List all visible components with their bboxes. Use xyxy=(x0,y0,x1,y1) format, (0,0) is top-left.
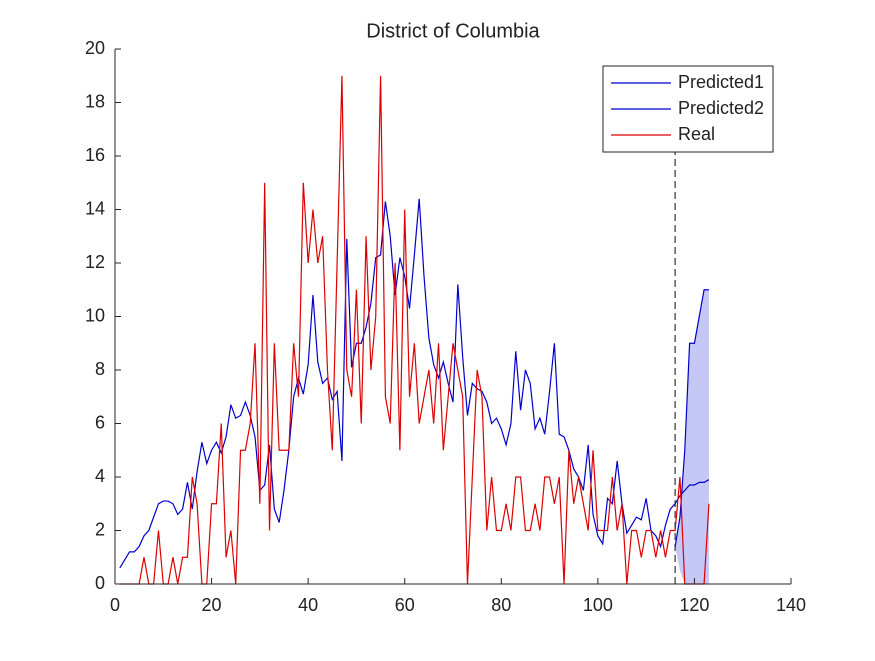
y-tick-label: 14 xyxy=(85,198,105,218)
y-tick-label: 8 xyxy=(95,359,105,379)
legend-label: Predicted2 xyxy=(678,98,764,118)
y-tick-label: 4 xyxy=(95,466,105,486)
y-tick-label: 16 xyxy=(85,145,105,165)
chart-title: District of Columbia xyxy=(366,20,540,42)
y-tick-label: 20 xyxy=(85,38,105,58)
y-tick-label: 6 xyxy=(95,412,105,432)
y-tick-label: 2 xyxy=(95,519,105,539)
y-tick-label: 12 xyxy=(85,252,105,272)
prediction-band xyxy=(675,289,709,584)
y-tick-label: 10 xyxy=(85,305,105,325)
x-tick-label: 60 xyxy=(395,595,415,615)
x-tick-label: 120 xyxy=(679,595,709,615)
x-tick-label: 40 xyxy=(298,595,318,615)
x-tick-label: 0 xyxy=(110,595,120,615)
x-tick-label: 80 xyxy=(491,595,511,615)
data-line xyxy=(119,75,710,585)
x-tick-label: 20 xyxy=(202,595,222,615)
x-tick-label: 100 xyxy=(583,595,613,615)
legend: Predicted1 Predicted2 Real xyxy=(602,65,774,153)
legend-label: Predicted1 xyxy=(678,72,764,92)
x-tick-label: 140 xyxy=(776,595,806,615)
legend-label: Real xyxy=(678,124,715,144)
y-tick-label: 0 xyxy=(95,573,105,593)
y-tick-label: 18 xyxy=(85,91,105,111)
data-line xyxy=(119,198,710,569)
